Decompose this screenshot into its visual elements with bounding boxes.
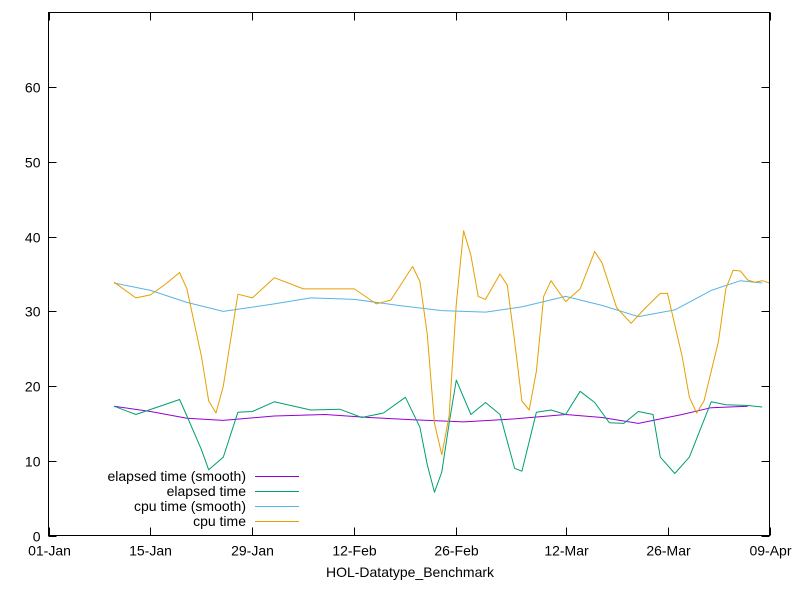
legend-label: elapsed time — [167, 483, 247, 499]
x-tick-label: 26-Mar — [646, 543, 691, 559]
series-line-cpu-time-smooth — [113, 280, 763, 318]
y-tick-label: 0 — [33, 529, 41, 545]
y-tick-label: 30 — [25, 304, 41, 320]
x-tick-label: 12-Feb — [332, 543, 377, 559]
legend-label: elapsed time (smooth) — [107, 468, 246, 484]
series-line-elapsed-time — [113, 379, 763, 493]
y-tick-label: 20 — [25, 379, 41, 395]
x-tick-label: 01-Jan — [28, 543, 71, 559]
series-line-cpu-time — [113, 230, 770, 456]
x-tick-label: 12-Mar — [544, 543, 589, 559]
x-tick-label: 26-Feb — [434, 543, 479, 559]
x-tick-label: 15-Jan — [129, 543, 172, 559]
axes-layer: 0 10 20 30 40 50 60 01-Jan 15-Jan 29-Jan 12-Feb 26-… — [25, 12, 792, 559]
y-tick-label: 50 — [25, 155, 41, 171]
y-tick-label: 60 — [25, 80, 41, 96]
plot-frame — [48, 12, 770, 536]
series-line-elapsed-time-smooth — [113, 405, 748, 424]
legend-label: cpu time — [193, 513, 246, 529]
legend-label: cpu time (smooth) — [134, 498, 246, 514]
x-axis-title: HOL-Datatype_Benchmark — [326, 564, 495, 580]
x-tick-label: 09-Apr — [749, 543, 791, 559]
x-tick-label: 29-Jan — [231, 543, 274, 559]
y-tick-label: 10 — [25, 454, 41, 470]
series-layer — [113, 230, 770, 493]
y-tick-label: 40 — [25, 230, 41, 246]
